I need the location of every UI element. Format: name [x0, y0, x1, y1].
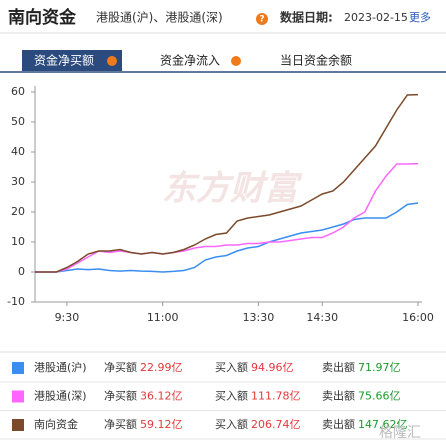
legend-cell: 卖出额 — [322, 417, 355, 431]
tab-label[interactable]: 资金净买额 — [34, 53, 94, 68]
legend-cell: 59.12亿 — [140, 418, 183, 431]
y-tick-label: 20 — [11, 205, 25, 218]
x-tick-label: 9:30 — [55, 311, 80, 324]
help-icon[interactable] — [256, 13, 268, 25]
corner-watermark: 格隆汇 — [379, 425, 421, 441]
tab-active[interactable] — [22, 50, 122, 71]
legend-cell: 买入额 — [215, 390, 248, 403]
x-tick-label: 16:00 — [402, 311, 434, 324]
date-value: 2023-02-15 — [344, 11, 408, 24]
legend-cell: 净买额 — [104, 360, 137, 374]
legend-cell: 111.78亿 — [251, 390, 301, 403]
legend-cell: 94.96亿 — [251, 361, 294, 374]
help-icon-glyph: ? — [259, 15, 264, 25]
more-link[interactable]: 更多 — [409, 10, 431, 24]
x-tick-label: 13:30 — [243, 311, 275, 324]
legend-name: 港股通(沪) — [34, 360, 87, 374]
header-title: 南向资金 — [8, 7, 77, 28]
help-icon — [107, 56, 117, 66]
date-label: 数据日期: — [280, 10, 333, 25]
legend-cell: 36.12亿 — [140, 390, 183, 403]
y-tick-label: 60 — [11, 85, 25, 98]
y-tick-label: 50 — [11, 115, 25, 128]
legend-cell: 净买额 — [104, 389, 137, 403]
series-line — [35, 202, 419, 273]
y-tick-label: 30 — [11, 175, 25, 188]
x-tick-label: 11:00 — [147, 311, 179, 324]
y-tick-label: 0 — [18, 265, 25, 278]
tab-label[interactable]: 资金净流入 — [160, 53, 220, 68]
y-tick-label: 10 — [11, 235, 25, 248]
legend-cell: 147.62亿 — [358, 418, 408, 431]
legend-name: 港股通(深) — [34, 390, 87, 403]
legend-cell: 净买额 — [104, 417, 137, 431]
series-line — [35, 93, 419, 273]
help-icon — [231, 56, 241, 66]
legend-swatch — [12, 362, 24, 374]
legend-name: 南向资金 — [34, 417, 78, 431]
legend-cell: 卖出额 — [322, 360, 355, 374]
legend-cell: 71.97亿 — [358, 361, 401, 374]
legend-cell: 卖出额 — [322, 389, 355, 403]
y-tick-label: -10 — [7, 295, 25, 308]
tab-label[interactable]: 当日资金余额 — [280, 53, 352, 68]
legend-cell: 75.66亿 — [358, 390, 401, 403]
legend-cell: 22.99亿 — [140, 361, 183, 374]
legend-swatch — [12, 390, 24, 403]
legend-swatch — [12, 419, 24, 431]
legend-cell: 买入额 — [215, 361, 248, 374]
y-tick-label: 40 — [11, 145, 25, 158]
header-subtitle: 港股通(沪)、港股通(深) — [96, 11, 223, 25]
legend-cell: 买入额 — [215, 418, 248, 431]
legend-cell: 206.74亿 — [251, 418, 301, 431]
watermark: 东方财富 — [162, 169, 303, 209]
x-tick-label: 14:30 — [306, 311, 338, 324]
